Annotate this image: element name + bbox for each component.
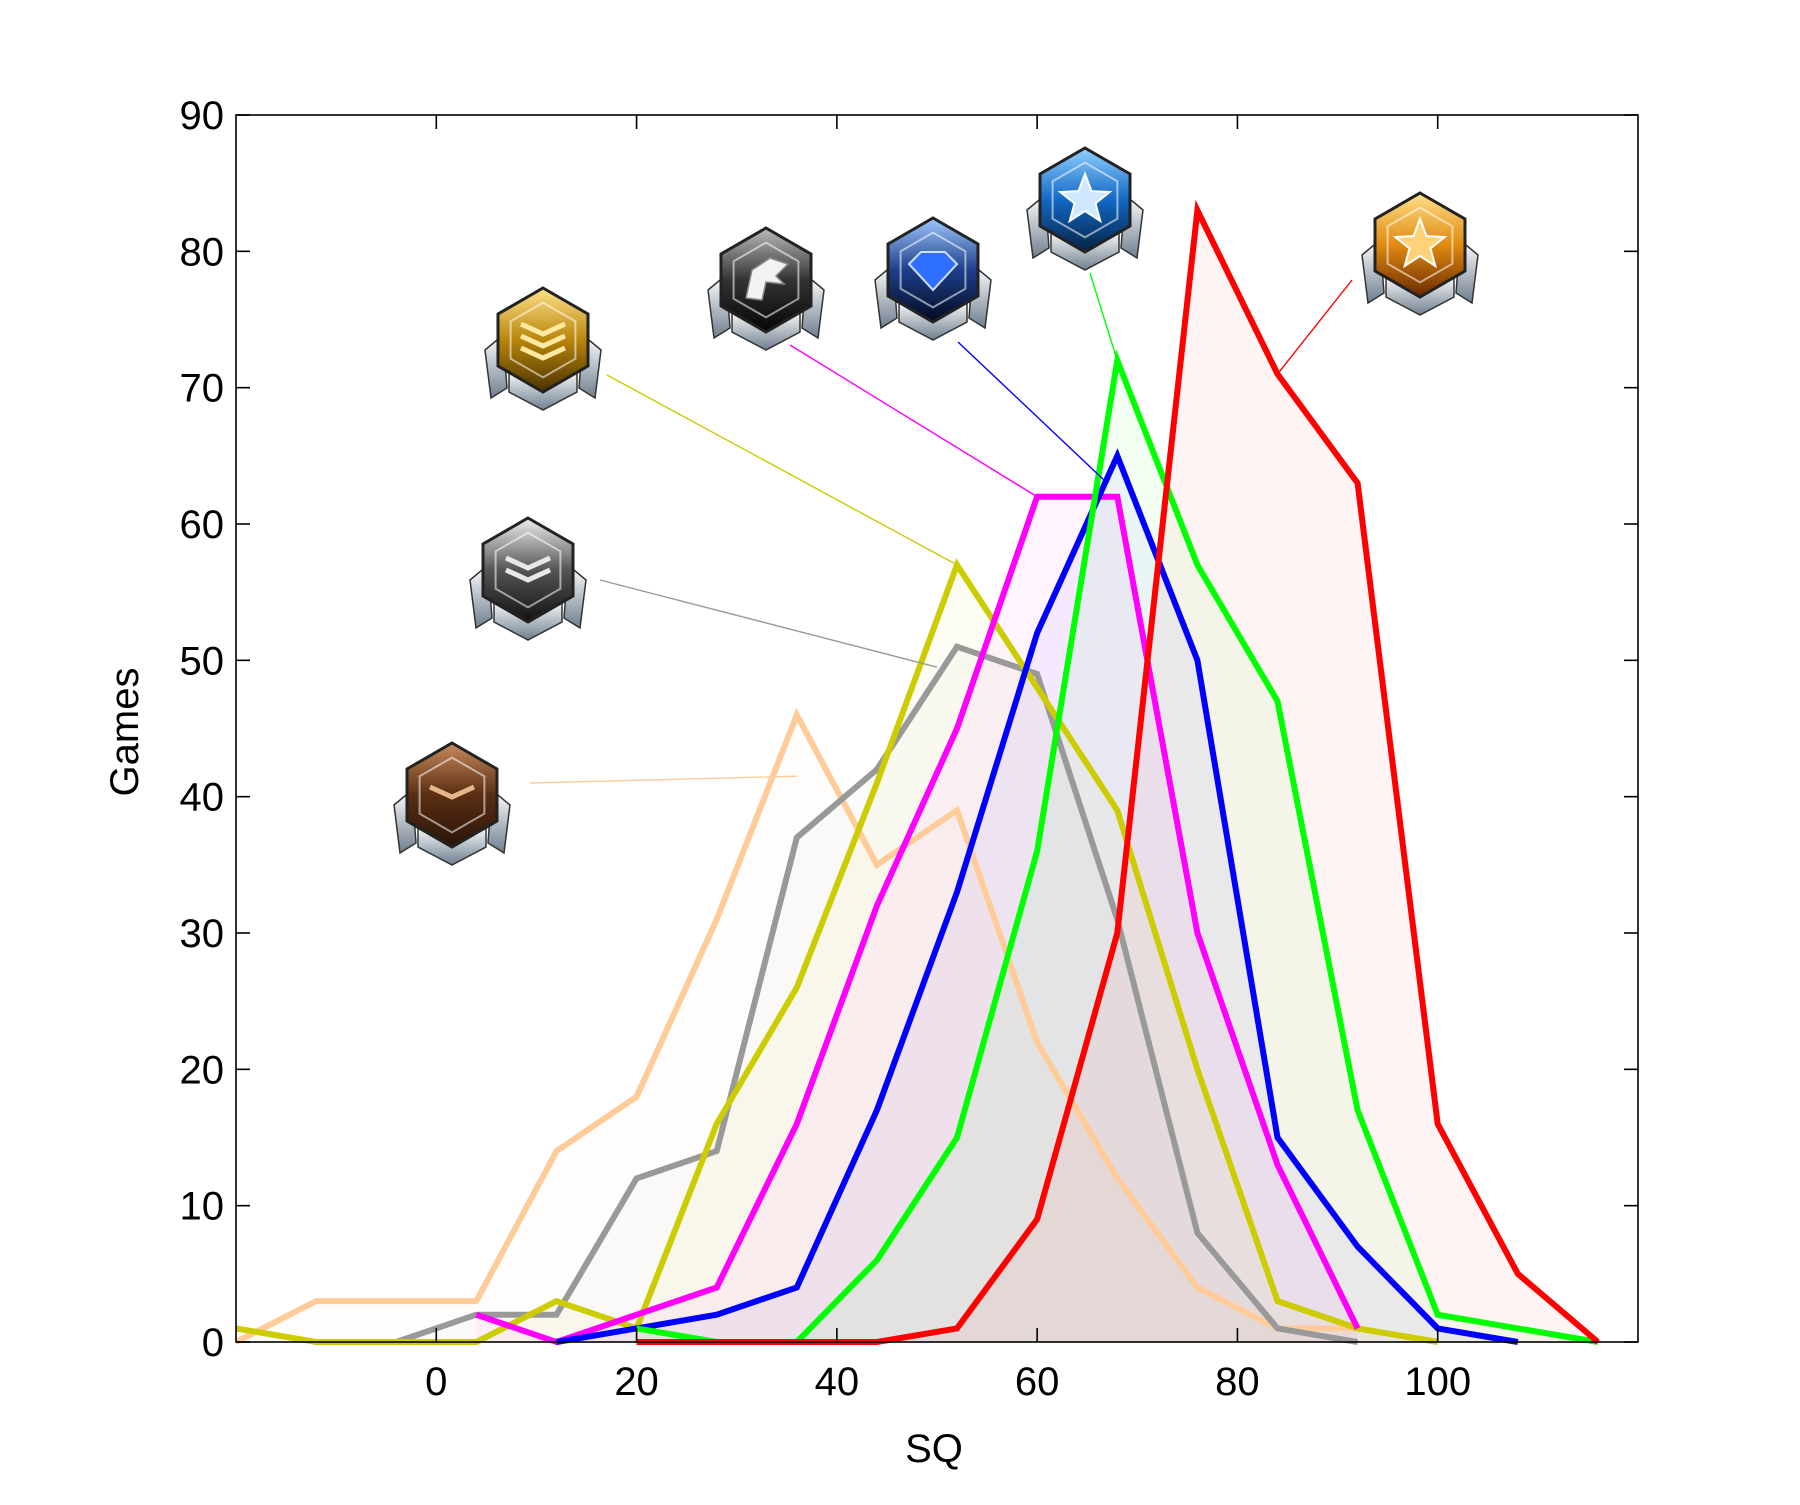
badge-inner-rim bbox=[494, 531, 562, 609]
badge-inner-rim bbox=[732, 241, 800, 319]
y-tick-label: 0 bbox=[202, 1321, 224, 1365]
series-lines bbox=[234, 199, 1600, 1346]
league-icons bbox=[393, 146, 1479, 866]
series-fill-0 bbox=[236, 714, 1438, 1342]
series-fill-3 bbox=[476, 496, 1358, 1342]
series-fill-4 bbox=[556, 455, 1518, 1342]
callout-line-1 bbox=[599, 579, 938, 668]
badge-chevron bbox=[428, 784, 476, 800]
y-tick-label: 30 bbox=[180, 912, 225, 956]
series-fill-1 bbox=[396, 646, 1358, 1342]
badge-inner-rim bbox=[899, 231, 967, 309]
y-tick-label: 70 bbox=[180, 367, 225, 411]
silver-league-icon bbox=[469, 516, 587, 641]
grandmaster-league-icon bbox=[1361, 191, 1479, 316]
badge-inner-rim bbox=[1051, 161, 1119, 239]
badge-gem bbox=[907, 251, 959, 292]
badge-chevron bbox=[519, 321, 567, 337]
series-line-0 bbox=[234, 707, 1439, 1345]
league-callouts bbox=[529, 272, 1353, 784]
callout-line-0 bbox=[529, 775, 797, 784]
badge-chevron bbox=[519, 345, 567, 361]
badge-eagle bbox=[745, 257, 790, 301]
series-fill-2 bbox=[236, 564, 1438, 1342]
series-fill-5 bbox=[636, 360, 1598, 1342]
y-tick-label: 20 bbox=[180, 1048, 225, 1092]
badge-star bbox=[1057, 171, 1113, 224]
series-line-2 bbox=[235, 558, 1439, 1345]
badge-star bbox=[1392, 216, 1448, 269]
badge-inner-rim bbox=[509, 301, 577, 379]
badge-inner-rim bbox=[1386, 206, 1454, 284]
axes: 0 20 40 60 80 100 0 10 20 30 40 50 60 70 80 90 bbox=[180, 94, 1639, 1404]
y-tick-label: 90 bbox=[180, 94, 225, 138]
master-league-icon bbox=[1026, 146, 1144, 271]
y-tick-label: 80 bbox=[180, 230, 225, 274]
bronze-league-icon bbox=[393, 741, 511, 866]
badge-inner-rim bbox=[418, 756, 486, 834]
x-tick-label: 60 bbox=[1015, 1360, 1060, 1404]
callout-line-2 bbox=[606, 374, 958, 566]
badge-hexagon bbox=[496, 286, 590, 394]
y-tick-label: 40 bbox=[180, 776, 225, 820]
y-axis-label: Games bbox=[103, 668, 147, 797]
series-line-6 bbox=[636, 199, 1600, 1345]
x-tick-label: 40 bbox=[815, 1360, 860, 1404]
callout-line-5 bbox=[1089, 272, 1118, 361]
y-tick-label: 50 bbox=[180, 639, 225, 683]
gold-league-icon bbox=[484, 286, 602, 411]
x-tick-label: 100 bbox=[1404, 1360, 1471, 1404]
series-line-4 bbox=[555, 448, 1519, 1345]
callout-line-6 bbox=[1276, 279, 1353, 375]
series-line-1 bbox=[395, 643, 1359, 1345]
x-tick-label: 20 bbox=[614, 1360, 659, 1404]
diamond-league-icon bbox=[874, 216, 992, 341]
badge-chevron bbox=[504, 555, 552, 571]
plot-frame bbox=[235, 114, 1639, 1343]
badge-chevron bbox=[504, 567, 552, 583]
x-tick-label: 0 bbox=[425, 1360, 447, 1404]
badge-chevron bbox=[519, 333, 567, 349]
callout-line-4 bbox=[957, 341, 1108, 484]
series-line-3 bbox=[475, 493, 1361, 1346]
callout-line-3 bbox=[789, 344, 1038, 498]
x-tick-label: 80 bbox=[1215, 1360, 1260, 1404]
y-tick-label: 10 bbox=[180, 1185, 225, 1229]
x-axis-label: SQ bbox=[905, 1427, 963, 1471]
platinum-league-icon bbox=[707, 226, 825, 351]
y-tick-label: 60 bbox=[180, 503, 225, 547]
